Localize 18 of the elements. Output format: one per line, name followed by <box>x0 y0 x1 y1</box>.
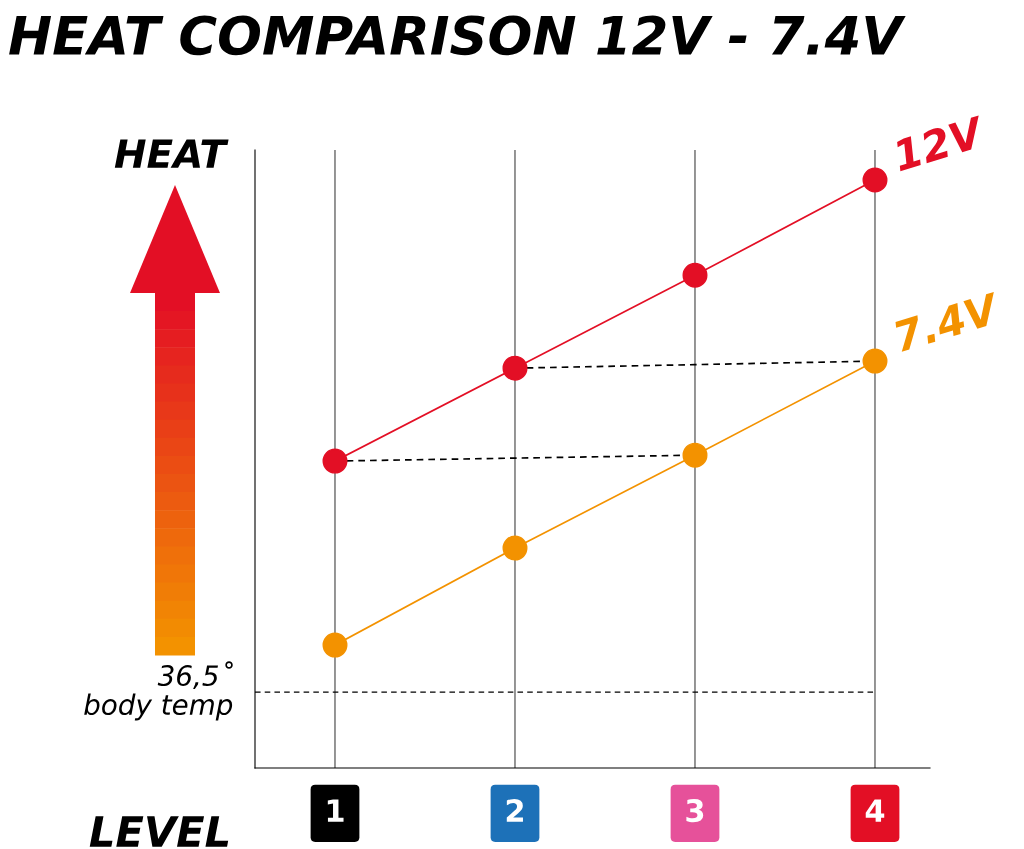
y-axis-title: HEAT <box>114 139 229 168</box>
point <box>862 167 888 193</box>
point <box>682 442 708 468</box>
point <box>322 448 348 474</box>
point <box>502 535 528 561</box>
point <box>862 348 888 374</box>
text: 7.4V <box>892 291 1003 352</box>
chart-title: HEAT COMPARISON 12V - 7.4V <box>9 15 906 56</box>
ref-line-label: 36,5˚ body temp <box>84 661 233 721</box>
x-tick-label: 1 <box>327 799 344 822</box>
x-tick-label: 2 <box>506 799 523 822</box>
text: 12V <box>891 114 988 172</box>
point <box>682 262 708 288</box>
x-tick-label: 4 <box>865 799 885 822</box>
x-axis-title: LEVEL <box>89 816 229 847</box>
x-tick-label: 3 <box>686 799 704 823</box>
point <box>502 355 528 381</box>
point <box>322 632 348 658</box>
